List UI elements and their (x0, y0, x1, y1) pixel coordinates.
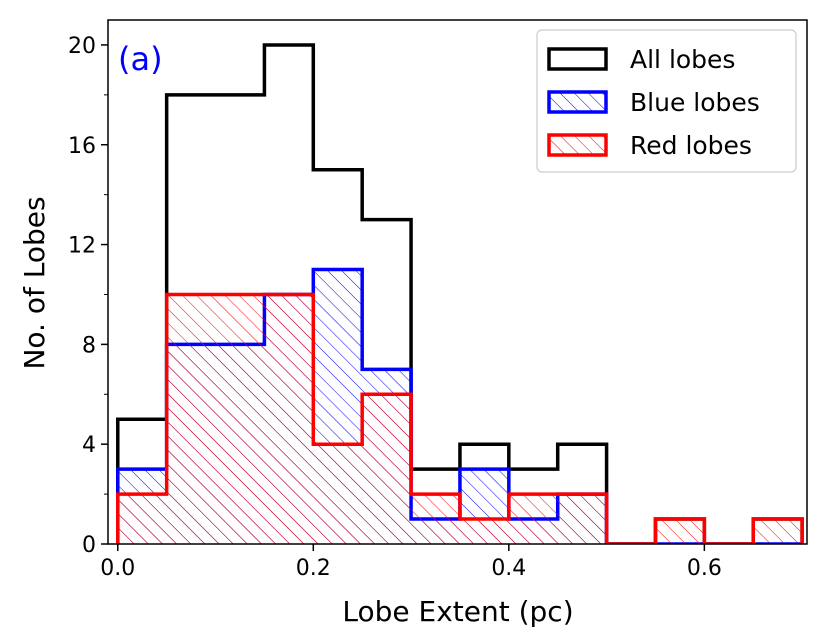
bar-red-4 (313, 444, 363, 544)
y-tick-label-4: 16 (68, 134, 96, 159)
bar-red-2 (215, 294, 265, 544)
bar-red-7 (459, 519, 509, 544)
bar-red-1 (166, 294, 216, 544)
x-tick-label-0: 0.0 (100, 556, 135, 581)
bars-layer (116, 43, 804, 544)
y-tick-label-2: 8 (82, 333, 96, 358)
y-tick-label-5: 20 (68, 34, 96, 59)
series-red (116, 292, 804, 544)
legend-swatch-all (547, 47, 608, 71)
legend-label-red: Red lobes (630, 131, 752, 160)
legend-entry-blue: Blue lobes (547, 88, 760, 117)
bar-red-11 (655, 519, 705, 544)
legend-label-all: All lobes (630, 45, 735, 74)
y-tick-label-0: 0 (82, 533, 96, 558)
plot-frame (107, 19, 808, 545)
panel-label: (a) (118, 40, 163, 78)
x-tick-label-1: 0.2 (296, 556, 331, 581)
bar-red-9 (557, 494, 607, 544)
legend-swatch-red (547, 133, 608, 157)
x-tick-label-3: 0.6 (687, 556, 722, 581)
x-tick-label-2: 0.4 (491, 556, 526, 581)
y-tick-label-3: 12 (68, 234, 96, 259)
bar-red-0 (117, 494, 167, 544)
legend-label-blue: Blue lobes (630, 88, 760, 117)
bar-red-5 (362, 394, 412, 544)
bar-red-13 (753, 519, 803, 544)
legend-entry-red: Red lobes (547, 131, 752, 160)
x-axis-label: Lobe Extent (pc) (342, 595, 573, 628)
legend-swatch-blue (547, 90, 608, 114)
bar-red-8 (508, 494, 558, 544)
bar-red-3 (264, 294, 314, 544)
series-red-outline (116, 292, 804, 544)
legend: All lobes Blue lobes Red lobes (536, 29, 797, 173)
bar-red-6 (411, 494, 460, 544)
y-axis-label: No. of Lobes (18, 196, 51, 369)
legend-entry-all: All lobes (547, 45, 735, 74)
ticks-layer: 0.0 0.2 0.4 0.6 0 4 8 12 16 20 (68, 34, 722, 581)
y-tick-label-1: 4 (82, 433, 96, 458)
